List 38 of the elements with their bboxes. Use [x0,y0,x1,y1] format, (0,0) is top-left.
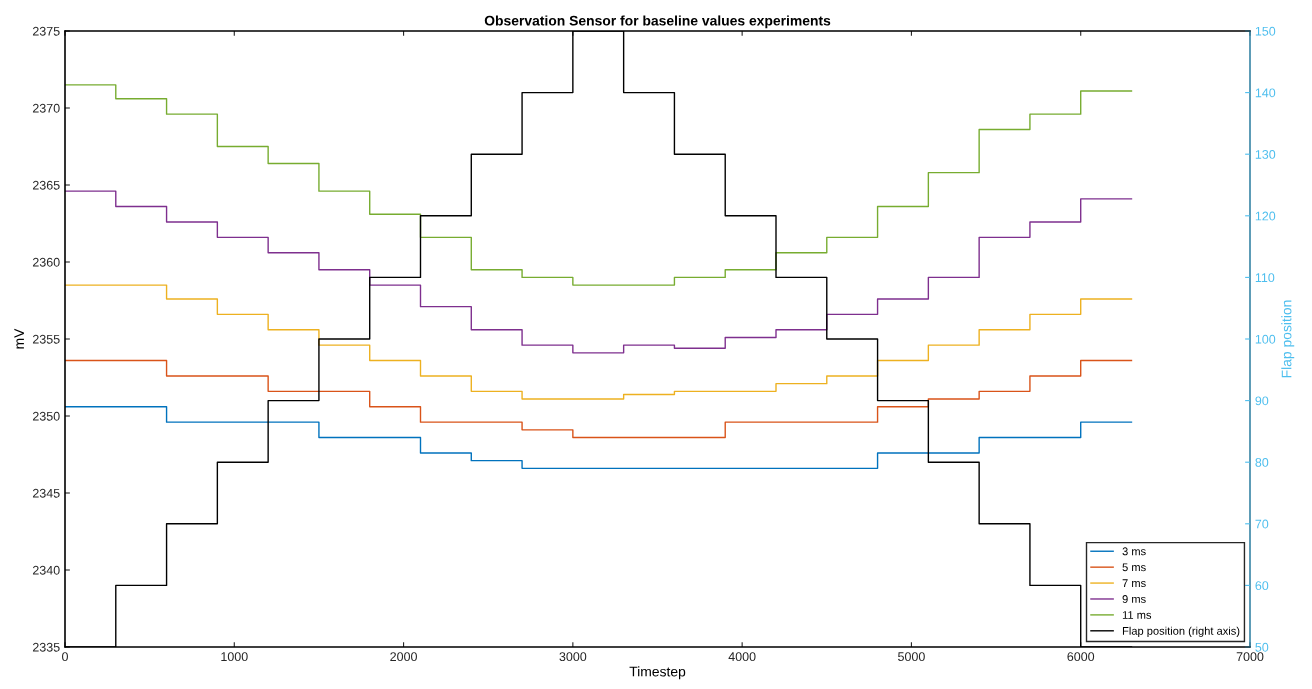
y-tick-label: 2360 [32,257,60,267]
legend-label: 11 ms [1122,611,1152,619]
y-tick-label: 2345 [32,488,60,498]
y2-tick-label: 110 [1255,273,1275,283]
y2-tick-label: 100 [1255,334,1276,344]
x-tick-label: 1000 [221,652,248,662]
y2-tick-label: 70 [1255,519,1269,529]
y-tick-label: 2335 [32,642,60,652]
x-tick-label: 3000 [559,652,587,662]
y-tick-label: 2340 [32,565,60,575]
y-tick-label: 2350 [32,411,60,421]
y-tick-label: 2355 [32,334,60,344]
x-tick-label: 0 [62,652,68,662]
y-tick-label: 2375 [32,26,60,36]
legend-label: Flap position (right axis) [1122,626,1240,637]
y2-tick-label: 140 [1255,88,1276,98]
x-tick-label: 7000 [1236,652,1264,662]
y-tick-label: 2365 [32,180,60,190]
legend-label: 5 ms [1122,563,1146,572]
legend-label: 3 ms [1122,547,1146,556]
x-axis-title: Timestep [629,666,686,680]
y2-axis-title: Flap position [1281,300,1295,378]
legend-label: 7 ms [1122,579,1146,588]
chart-title: Observation Sensor for baseline values experiments [484,15,831,29]
y2-tick-label: 60 [1255,581,1269,591]
x-tick-label: 4000 [728,652,756,662]
x-tick-label: 2000 [390,652,417,662]
y-tick-label: 2370 [32,103,60,113]
legend-label: 9 ms [1122,595,1146,603]
y2-tick-label: 120 [1255,211,1276,221]
y2-tick-label: 50 [1255,642,1269,652]
y2-tick-label: 80 [1255,458,1269,467]
x-tick-label: 5000 [898,652,925,662]
y-axis-title: mV [14,328,24,349]
y2-tick-label: 130 [1255,150,1276,159]
x-tick-label: 6000 [1067,652,1095,662]
y2-tick-label: 90 [1255,396,1269,406]
y2-tick-label: 150 [1255,26,1276,36]
